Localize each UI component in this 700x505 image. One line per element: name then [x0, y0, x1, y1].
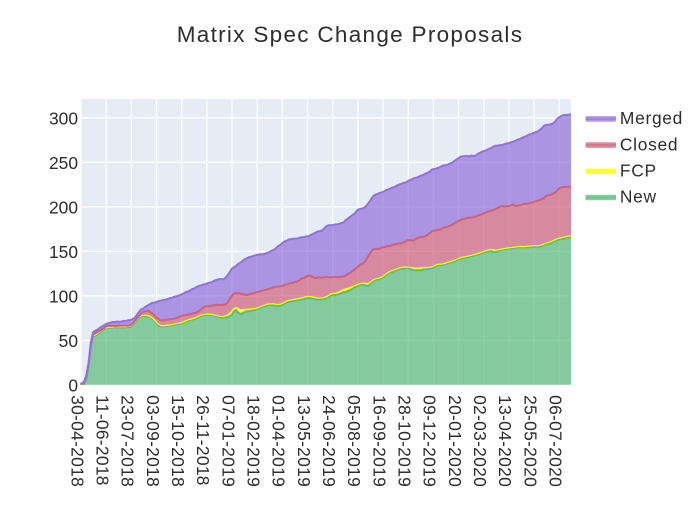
svg-text:23-07-2018: 23-07-2018 [118, 395, 138, 487]
svg-text:25-05-2020: 25-05-2020 [520, 395, 540, 487]
svg-text:11-06-2018: 11-06-2018 [92, 395, 112, 486]
svg-text:Matrix Spec Change Proposals: Matrix Spec Change Proposals [177, 22, 524, 47]
svg-text:150: 150 [49, 242, 78, 262]
svg-text:Merged: Merged [620, 108, 683, 128]
svg-text:0: 0 [68, 375, 78, 395]
svg-text:20-01-2020: 20-01-2020 [445, 395, 465, 487]
svg-text:24-06-2019: 24-06-2019 [319, 395, 339, 487]
svg-text:FCP: FCP [620, 161, 657, 181]
svg-text:26-11-2018: 26-11-2018 [193, 395, 213, 486]
svg-text:16-09-2019: 16-09-2019 [369, 395, 389, 487]
svg-text:30-04-2018: 30-04-2018 [67, 395, 87, 487]
svg-text:13-05-2019: 13-05-2019 [294, 395, 314, 487]
svg-text:300: 300 [49, 108, 78, 128]
svg-text:01-04-2019: 01-04-2019 [269, 395, 289, 487]
svg-text:18-02-2019: 18-02-2019 [243, 395, 263, 487]
svg-text:50: 50 [59, 331, 78, 351]
svg-text:28-10-2019: 28-10-2019 [395, 395, 415, 487]
svg-text:250: 250 [49, 153, 78, 173]
svg-text:Closed: Closed [620, 134, 678, 154]
svg-text:06-07-2020: 06-07-2020 [546, 395, 566, 487]
svg-text:200: 200 [49, 197, 78, 217]
svg-text:03-09-2018: 03-09-2018 [143, 395, 163, 487]
svg-text:07-01-2019: 07-01-2019 [218, 395, 238, 487]
svg-text:100: 100 [49, 286, 78, 306]
svg-text:15-10-2018: 15-10-2018 [168, 395, 188, 487]
svg-text:13-04-2020: 13-04-2020 [495, 395, 515, 487]
svg-text:New: New [620, 187, 657, 207]
svg-text:05-08-2019: 05-08-2019 [344, 395, 364, 487]
svg-text:09-12-2019: 09-12-2019 [420, 395, 440, 487]
svg-text:02-03-2020: 02-03-2020 [470, 395, 490, 487]
